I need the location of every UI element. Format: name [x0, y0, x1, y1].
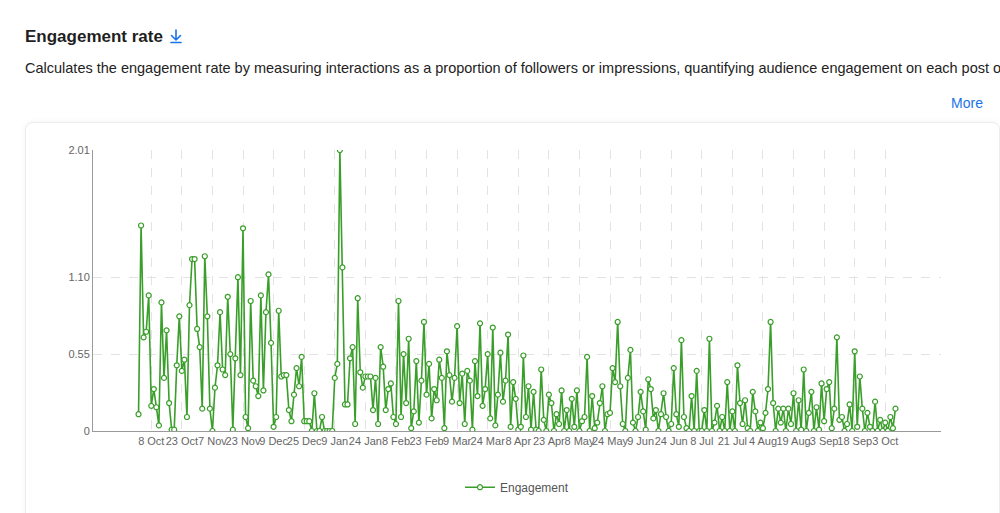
svg-text:3 Oct: 3 Oct — [872, 435, 898, 447]
svg-text:9 Mar: 9 Mar — [443, 435, 471, 447]
svg-text:7 Nov: 7 Nov — [198, 435, 227, 447]
svg-text:8 Oct: 8 Oct — [138, 435, 164, 447]
svg-text:8 May: 8 May — [564, 435, 594, 447]
svg-text:0.55: 0.55 — [68, 348, 89, 360]
svg-text:18 Sep: 18 Sep — [837, 435, 872, 447]
svg-text:2.01: 2.01 — [68, 144, 89, 156]
svg-text:24 Jan: 24 Jan — [349, 435, 382, 447]
svg-text:8 Apr: 8 Apr — [505, 435, 531, 447]
html-text:Engagement rate: Engagement rate — [25, 27, 163, 46]
svg-text:24 Jun: 24 Jun — [655, 435, 688, 447]
html-text:More: More — [951, 95, 983, 111]
svg-text:19 Aug: 19 Aug — [776, 435, 810, 447]
svg-text:24 May: 24 May — [592, 435, 629, 447]
svg-text:8 Feb: 8 Feb — [382, 435, 410, 447]
svg-text:23 Nov: 23 Nov — [226, 435, 261, 447]
svg-text:4 Aug: 4 Aug — [749, 435, 777, 447]
svg-text:25 Dec: 25 Dec — [287, 435, 322, 447]
svg-text:1.10: 1.10 — [68, 271, 89, 283]
svg-text:9 Jun: 9 Jun — [627, 435, 654, 447]
svg-text:9 Jan: 9 Jan — [321, 435, 348, 447]
svg-text:21 Jul: 21 Jul — [718, 435, 747, 447]
svg-text:Engagement: Engagement — [500, 481, 569, 495]
svg-text:3 Sep: 3 Sep — [810, 435, 839, 447]
svg-text:24 Mar: 24 Mar — [471, 435, 506, 447]
svg-text:23 Oct: 23 Oct — [166, 435, 198, 447]
svg-text:8 Jul: 8 Jul — [690, 435, 713, 447]
svg-text:9 Dec: 9 Dec — [259, 435, 288, 447]
svg-text:0: 0 — [84, 425, 90, 437]
svg-text:23 Feb: 23 Feb — [409, 435, 443, 447]
svg-text:23 Apr: 23 Apr — [533, 435, 565, 447]
